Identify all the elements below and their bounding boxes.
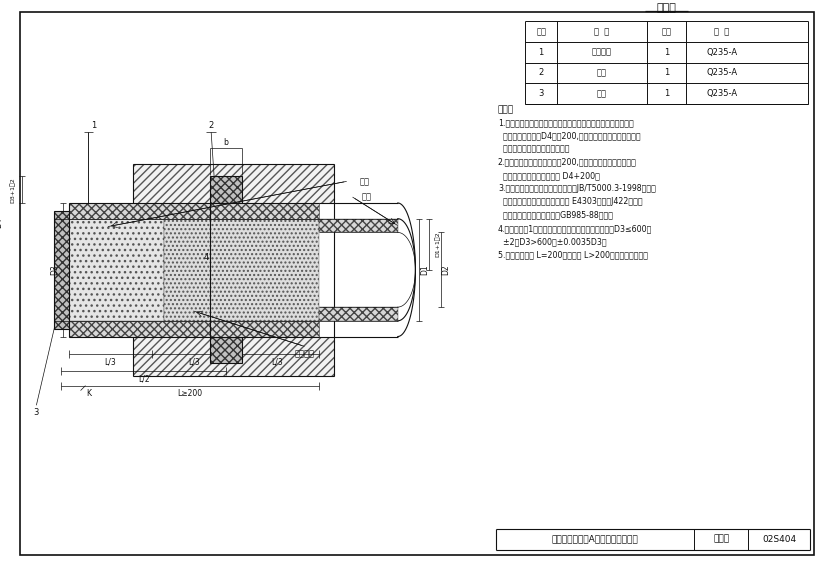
- Bar: [210, 337, 242, 363]
- Text: 焊接采用手工电弧焊，焊条型号 E4303，牌号J422。焊缝: 焊接采用手工电弧焊，焊条型号 E4303，牌号J422。焊缝: [498, 197, 643, 206]
- Bar: [69, 203, 319, 219]
- Text: 4.当套管（件1）采用卷制成型时，周长允许偏差为：D3≤600，: 4.当套管（件1）采用卷制成型时，周长允许偏差为：D3≤600，: [498, 224, 652, 233]
- Text: L/3: L/3: [188, 357, 200, 366]
- Text: 2.穿管处混凝土墙厚应不小于200,否则应使墙壁一边或两边加: 2.穿管处混凝土墙厚应不小于200,否则应使墙壁一边或两边加: [498, 158, 637, 167]
- Text: D1: D1: [420, 265, 429, 275]
- Text: K: K: [86, 389, 91, 398]
- Text: 1: 1: [664, 48, 669, 57]
- Text: 材  料: 材 料: [714, 27, 730, 36]
- Text: L/3: L/3: [105, 357, 116, 366]
- Bar: [69, 219, 319, 321]
- Text: Q235-A: Q235-A: [706, 48, 737, 57]
- Text: 别性防水套管（A型）安装图（一）: 别性防水套管（A型）安装图（一）: [552, 535, 639, 544]
- Text: Q235-A: Q235-A: [706, 89, 737, 98]
- Text: 02S404: 02S404: [762, 535, 796, 544]
- Text: 1.套管穿墙处如遇非混凝土墙壁时，应改用混凝土墙壁，其浇注: 1.套管穿墙处如遇非混凝土墙壁时，应改用混凝土墙壁，其浇注: [498, 118, 634, 127]
- Text: L/3: L/3: [272, 357, 283, 366]
- Text: 圆应比翼环直径（D4）大200,而且必须将套管一次浇固于墙: 圆应比翼环直径（D4）大200,而且必须将套管一次浇固于墙: [498, 131, 640, 140]
- Text: 翼环: 翼环: [597, 69, 607, 78]
- Bar: [319, 219, 398, 233]
- Text: 序号: 序号: [536, 27, 546, 36]
- Text: 2: 2: [538, 69, 544, 78]
- Text: b: b: [224, 138, 229, 147]
- Text: 内。套管内的填料应紧密捣实。: 内。套管内的填料应紧密捣实。: [498, 144, 569, 153]
- Text: 1: 1: [664, 69, 669, 78]
- Text: 3.焊接结构尺寸公差与形位公差按照JB/T5000.3-1998执行。: 3.焊接结构尺寸公差与形位公差按照JB/T5000.3-1998执行。: [498, 184, 656, 193]
- Bar: [210, 176, 242, 203]
- Text: 1: 1: [664, 89, 669, 98]
- Text: D1+1～2: D1+1～2: [435, 232, 441, 257]
- Text: 5.套管的重量以 L=200计算，当 L>200时，应另行计算。: 5.套管的重量以 L=200计算，当 L>200时，应另行计算。: [498, 251, 648, 260]
- Bar: [133, 164, 334, 203]
- Text: 油麻: 油麻: [360, 177, 369, 186]
- Text: 名  称: 名 称: [595, 27, 609, 36]
- Text: 材料表: 材料表: [657, 3, 676, 12]
- Bar: [69, 321, 319, 337]
- Text: Q235-A: Q235-A: [706, 69, 737, 78]
- Text: 坡口的基本形式与尺寸按照GB985-88执行。: 坡口的基本形式与尺寸按照GB985-88执行。: [498, 211, 613, 220]
- Text: 钢制套管: 钢制套管: [592, 48, 612, 57]
- Text: 石棉水泥: 石棉水泥: [295, 350, 314, 359]
- Text: ±2，D3>600，±0.0035D3。: ±2，D3>600，±0.0035D3。: [498, 237, 607, 246]
- Text: L≥200: L≥200: [178, 389, 203, 398]
- Text: D4: D4: [0, 217, 3, 229]
- Text: 图集号: 图集号: [713, 535, 730, 544]
- Bar: [69, 219, 164, 321]
- Text: D3+1～2: D3+1～2: [10, 177, 16, 202]
- Text: 厚。加厚部分的直径至少为 D4+200。: 厚。加厚部分的直径至少为 D4+200。: [498, 171, 600, 180]
- Bar: [133, 337, 334, 376]
- Text: 说明：: 说明：: [498, 105, 514, 114]
- Text: D3: D3: [51, 264, 60, 275]
- Bar: [164, 219, 319, 321]
- Text: L/2: L/2: [138, 374, 150, 383]
- Text: 挡圈: 挡圈: [597, 89, 607, 98]
- Text: D2: D2: [441, 265, 450, 275]
- Text: 钢管: 钢管: [361, 193, 371, 202]
- Text: 4: 4: [204, 253, 209, 262]
- Text: 1: 1: [538, 48, 544, 57]
- Text: 2: 2: [209, 121, 214, 130]
- Bar: [54, 211, 69, 329]
- Text: 3: 3: [538, 89, 544, 98]
- Text: 数量: 数量: [662, 27, 672, 36]
- Text: 3: 3: [34, 407, 39, 416]
- Text: 1: 1: [91, 121, 96, 130]
- Bar: [319, 307, 398, 321]
